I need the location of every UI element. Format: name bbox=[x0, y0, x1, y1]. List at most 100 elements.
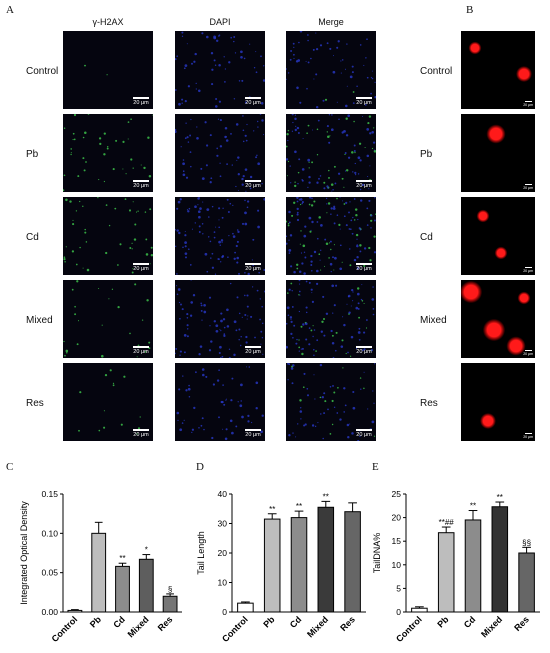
comet-label-cd: Cd bbox=[420, 232, 433, 243]
col-header-dapi: DAPI bbox=[209, 17, 231, 27]
y-axis-label: Integrated Optical Density bbox=[19, 501, 29, 605]
chart-iod: Integrated Optical Density 0.00 0.05 0.10 0.… bbox=[19, 489, 182, 644]
significance-mark: **## bbox=[439, 518, 455, 527]
comet-scale-bar: 20 μm bbox=[523, 101, 533, 107]
micrograph-cd-merge: 20 μm bbox=[286, 197, 376, 275]
comet-scale-label: 20 μm bbox=[523, 435, 533, 439]
y-tick-label: 0.10 bbox=[41, 528, 58, 538]
row-label-pb: Pb bbox=[26, 149, 39, 160]
micrograph-res-dapi: 20 μm bbox=[175, 363, 265, 441]
scale-bar-label: 20 μm bbox=[245, 100, 261, 106]
y-tick-label: 40 bbox=[218, 489, 228, 499]
significance-mark: ** bbox=[296, 502, 302, 511]
y-axis-label: TailDNA% bbox=[372, 533, 382, 574]
comet-image-cd: 20 μm bbox=[461, 197, 535, 275]
x-tick-label: Res bbox=[156, 614, 175, 633]
x-tick-label: Pb bbox=[435, 614, 451, 630]
scale-bar-label: 20 μm bbox=[133, 266, 149, 272]
scale-bar: 20 μm bbox=[356, 97, 372, 106]
panel-letter-a: A bbox=[6, 4, 14, 16]
x-tick-label: Control bbox=[50, 614, 80, 644]
scale-bar-label: 20 μm bbox=[133, 349, 149, 355]
panel-letter-d: D bbox=[196, 461, 204, 473]
scale-bar: 20 μm bbox=[245, 429, 261, 438]
bar-res bbox=[162, 595, 178, 613]
significance-mark: ** bbox=[470, 502, 476, 511]
significance-mark: ** bbox=[497, 493, 503, 502]
comet-scale-bar: 20 μm bbox=[523, 184, 533, 190]
comet-image-mixed: 20 μm bbox=[461, 280, 535, 358]
y-axis-label: Tail Length bbox=[196, 531, 206, 575]
panel-letter-e: E bbox=[372, 461, 379, 473]
comet-scale-bar: 20 μm bbox=[523, 350, 533, 356]
micrograph-res-gh2ax: 20 μm bbox=[63, 363, 153, 441]
scale-bar-label: 20 μm bbox=[245, 183, 261, 189]
micrograph-control-dapi: 20 μm bbox=[175, 31, 265, 109]
bar-cd bbox=[290, 517, 308, 613]
y-tick-label: 0 bbox=[222, 607, 227, 617]
comet-scale-label: 20 μm bbox=[523, 269, 533, 273]
y-tick-label: 25 bbox=[392, 489, 402, 499]
bar-control bbox=[67, 609, 83, 613]
y-tick-label: 20 bbox=[392, 513, 402, 523]
bar-pb bbox=[91, 532, 107, 613]
scale-bar: 20 μm bbox=[245, 180, 261, 189]
bar-control bbox=[411, 607, 428, 613]
scale-bar: 20 μm bbox=[356, 429, 372, 438]
x-tick-label: Cd bbox=[111, 614, 127, 630]
bar-mixed bbox=[491, 506, 509, 613]
scale-bar-label: 20 μm bbox=[356, 432, 372, 438]
scale-bar: 20 μm bbox=[245, 263, 261, 272]
x-tick-label: Res bbox=[338, 614, 357, 633]
x-tick-label: Pb bbox=[261, 614, 277, 630]
row-label-mixed: Mixed bbox=[26, 315, 53, 326]
micrograph-cd-gh2ax: 20 μm bbox=[63, 197, 153, 275]
bar-cd bbox=[115, 565, 130, 613]
bar-control bbox=[237, 602, 254, 613]
comet-label-control: Control bbox=[420, 66, 453, 77]
x-tick-label: Cd bbox=[462, 614, 478, 630]
comet-image-control: 20 μm bbox=[461, 31, 535, 109]
panel-letter-c: C bbox=[6, 461, 14, 473]
micrograph-control-merge: 20 μm bbox=[286, 31, 376, 109]
scale-bar: 20 μm bbox=[133, 263, 149, 272]
bar-mixed bbox=[138, 558, 154, 613]
bar-cd bbox=[464, 519, 482, 613]
comet-image-res: 20 μm bbox=[461, 363, 535, 441]
scale-bar-label: 20 μm bbox=[245, 349, 261, 355]
y-tick-label: 10 bbox=[392, 560, 402, 570]
col-header-gh2ax: γ-H2AX bbox=[92, 17, 124, 27]
scale-bar-label: 20 μm bbox=[356, 266, 372, 272]
scale-bar: 20 μm bbox=[245, 97, 261, 106]
y-tick-label: 0.05 bbox=[41, 568, 58, 578]
panel-letter-b: B bbox=[466, 4, 474, 16]
row-label-cd: Cd bbox=[26, 232, 39, 243]
scale-bar: 20 μm bbox=[133, 97, 149, 106]
bar-pb bbox=[263, 518, 281, 613]
significance-mark: § bbox=[168, 585, 172, 594]
comet-label-res: Res bbox=[420, 398, 438, 409]
bar-pb bbox=[437, 532, 455, 613]
micrograph-res-merge: 20 μm bbox=[286, 363, 376, 441]
y-tick-label: 0.00 bbox=[41, 607, 58, 617]
comet-label-pb: Pb bbox=[420, 149, 433, 160]
micrograph-mixed-merge: 20 μm bbox=[286, 280, 376, 358]
y-tick-label: 0 bbox=[396, 607, 401, 617]
col-header-merge: Merge bbox=[318, 17, 344, 27]
micrograph-mixed-dapi: 20 μm bbox=[175, 280, 265, 358]
comet-scale-label: 20 μm bbox=[523, 186, 533, 190]
chart-tail-dna: TailDNA% 0 5 10 15 20 25 Control **## Pb ** Cd ** Mix… bbox=[372, 489, 540, 644]
micrograph-control-gh2ax: 20 μm bbox=[63, 31, 153, 109]
micrograph-pb-merge: 20 μm bbox=[286, 114, 376, 192]
x-tick-label: Cd bbox=[288, 614, 304, 630]
significance-mark: ** bbox=[323, 492, 329, 501]
scale-bar: 20 μm bbox=[133, 180, 149, 189]
row-label-control: Control bbox=[26, 66, 59, 77]
y-tick-label: 5 bbox=[396, 583, 401, 593]
y-tick-label: 15 bbox=[392, 536, 402, 546]
bar-res bbox=[518, 552, 535, 613]
bar-mixed bbox=[317, 506, 335, 613]
scale-bar: 20 μm bbox=[356, 263, 372, 272]
significance-mark: * bbox=[145, 546, 148, 555]
significance-mark: ** bbox=[269, 505, 275, 514]
